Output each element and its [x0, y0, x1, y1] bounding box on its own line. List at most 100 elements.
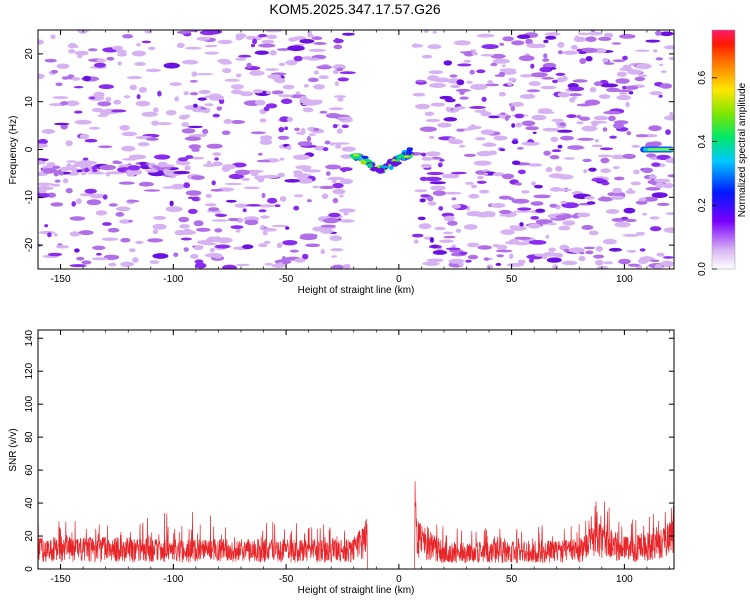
spectrogram-cell — [534, 253, 546, 257]
spectrogram-cell — [448, 139, 464, 145]
spectrogram-cell — [89, 96, 96, 100]
spectrogram-cell — [75, 198, 82, 205]
spectrogram-cell — [655, 182, 665, 189]
spectrogram-cell — [579, 58, 587, 64]
spectrogram-cell — [483, 257, 490, 261]
spectrogram-cell — [459, 144, 466, 148]
spectrogram-cell — [284, 179, 300, 183]
spectrogram-cell — [295, 165, 312, 170]
spectrogram-cell — [583, 246, 596, 250]
spectrogram-cell — [477, 175, 484, 180]
spectrogram-cell — [163, 62, 180, 69]
spectrogram-cell — [459, 96, 469, 100]
spectrogram-cell — [612, 59, 626, 63]
spectrogram-cell — [53, 122, 70, 126]
y-tick-label: -20 — [24, 237, 35, 252]
spectrogram-cell — [520, 74, 533, 78]
spectrogram-cell — [86, 199, 102, 206]
spectrogram-cell — [327, 176, 345, 181]
snr-x-ticks: -150 -100 -50 0 50 100 — [37, 330, 670, 585]
spectrogram-cell — [438, 206, 444, 211]
spectrogram-cell — [668, 56, 674, 61]
spectrogram-cell — [612, 166, 620, 170]
spectrogram-cell — [521, 142, 536, 146]
spectrogram-cell — [55, 82, 63, 87]
spectrogram-cell — [424, 176, 442, 182]
spectrogram-cell — [259, 118, 267, 123]
x-tick-label: -100 — [163, 574, 183, 585]
spectrogram-cell — [289, 249, 299, 253]
spectrogram-cell — [332, 197, 339, 204]
spectrogram-cell — [334, 81, 339, 86]
spectrogram-cell — [91, 107, 104, 113]
spectrogram-cell — [578, 51, 587, 54]
spectrogram-cell — [208, 207, 220, 212]
spectrogram-cell — [198, 89, 211, 95]
spectrogram-cell — [92, 245, 106, 250]
spectrogram-cell — [543, 39, 549, 44]
spectrogram-cell — [285, 61, 290, 65]
spectrogram-cell — [492, 58, 510, 64]
spectrogram-cell — [215, 213, 228, 217]
spectrogram-cell — [152, 253, 169, 259]
narrow-line-core — [648, 148, 674, 151]
x-tick-label: -50 — [279, 574, 294, 585]
spectrogram-cell — [181, 59, 199, 65]
spectrogram-cell — [262, 230, 268, 236]
spectrogram-cell — [112, 160, 121, 164]
spectrogram-cell — [427, 75, 440, 81]
spectrogram-cell — [320, 248, 325, 255]
spectrogram-cell — [183, 247, 189, 252]
spectrogram-cell — [342, 32, 355, 36]
spectrogram-cell — [624, 218, 637, 223]
spectrogram-cell — [443, 117, 458, 122]
spectrogram-cell — [611, 42, 622, 45]
spectrogram-cell — [437, 162, 443, 168]
spectrogram-cell — [610, 195, 625, 200]
spectrogram-cell — [442, 231, 453, 235]
spectrogram-cell — [578, 255, 586, 262]
spectrogram-cell — [276, 48, 291, 51]
spectrogram-xlabel: Height of straight line (km) — [298, 285, 415, 296]
colorbar-gradient — [712, 30, 735, 269]
spectrogram-cell — [480, 53, 494, 57]
spectrogram-cell — [499, 209, 512, 215]
spectrogram-cell — [659, 31, 674, 37]
spectrogram-cell — [457, 63, 472, 67]
y-tick-label: 40 — [24, 497, 35, 509]
colorbar-frame — [711, 29, 736, 270]
spectrogram-cell — [661, 70, 667, 74]
spectrogram-cell — [550, 187, 562, 192]
spectrogram-cell — [299, 39, 315, 44]
spectrogram-cell — [193, 103, 198, 108]
spectrogram-cell — [88, 48, 98, 52]
spectrogram-cell — [471, 52, 479, 56]
echo-cell — [376, 169, 385, 174]
spectrogram-cell — [177, 157, 189, 162]
spectrogram-cell — [219, 95, 225, 101]
spectrogram-cell — [527, 163, 543, 167]
spectrogram-cell — [282, 84, 295, 90]
spectrogram-cell — [644, 142, 659, 148]
spectrogram-cell — [501, 64, 506, 67]
spectrogram-cell — [555, 165, 563, 172]
spectrogram-cell — [584, 99, 601, 106]
spectrogram-cell — [417, 216, 426, 221]
spectrogram-cell — [530, 63, 535, 69]
spectrogram-cell — [476, 180, 487, 184]
spectrogram-cell — [134, 62, 147, 66]
spectrogram-cell — [605, 209, 620, 214]
spectrogram-cell — [223, 119, 233, 124]
spectrogram-cell — [93, 91, 105, 98]
spectrogram-cell — [448, 173, 460, 179]
spectrogram-cell — [540, 85, 557, 90]
spectrogram-cell — [646, 153, 657, 158]
spectrogram-cell — [204, 103, 214, 107]
spectrogram-cell — [254, 50, 269, 55]
spectrogram-cell — [307, 57, 320, 61]
spectrogram-cell — [514, 113, 525, 119]
spectrogram-cell — [534, 184, 543, 189]
spectrogram-cell — [530, 216, 540, 220]
spectrogram-cell — [439, 158, 445, 162]
spectrogram-cell — [230, 84, 244, 90]
